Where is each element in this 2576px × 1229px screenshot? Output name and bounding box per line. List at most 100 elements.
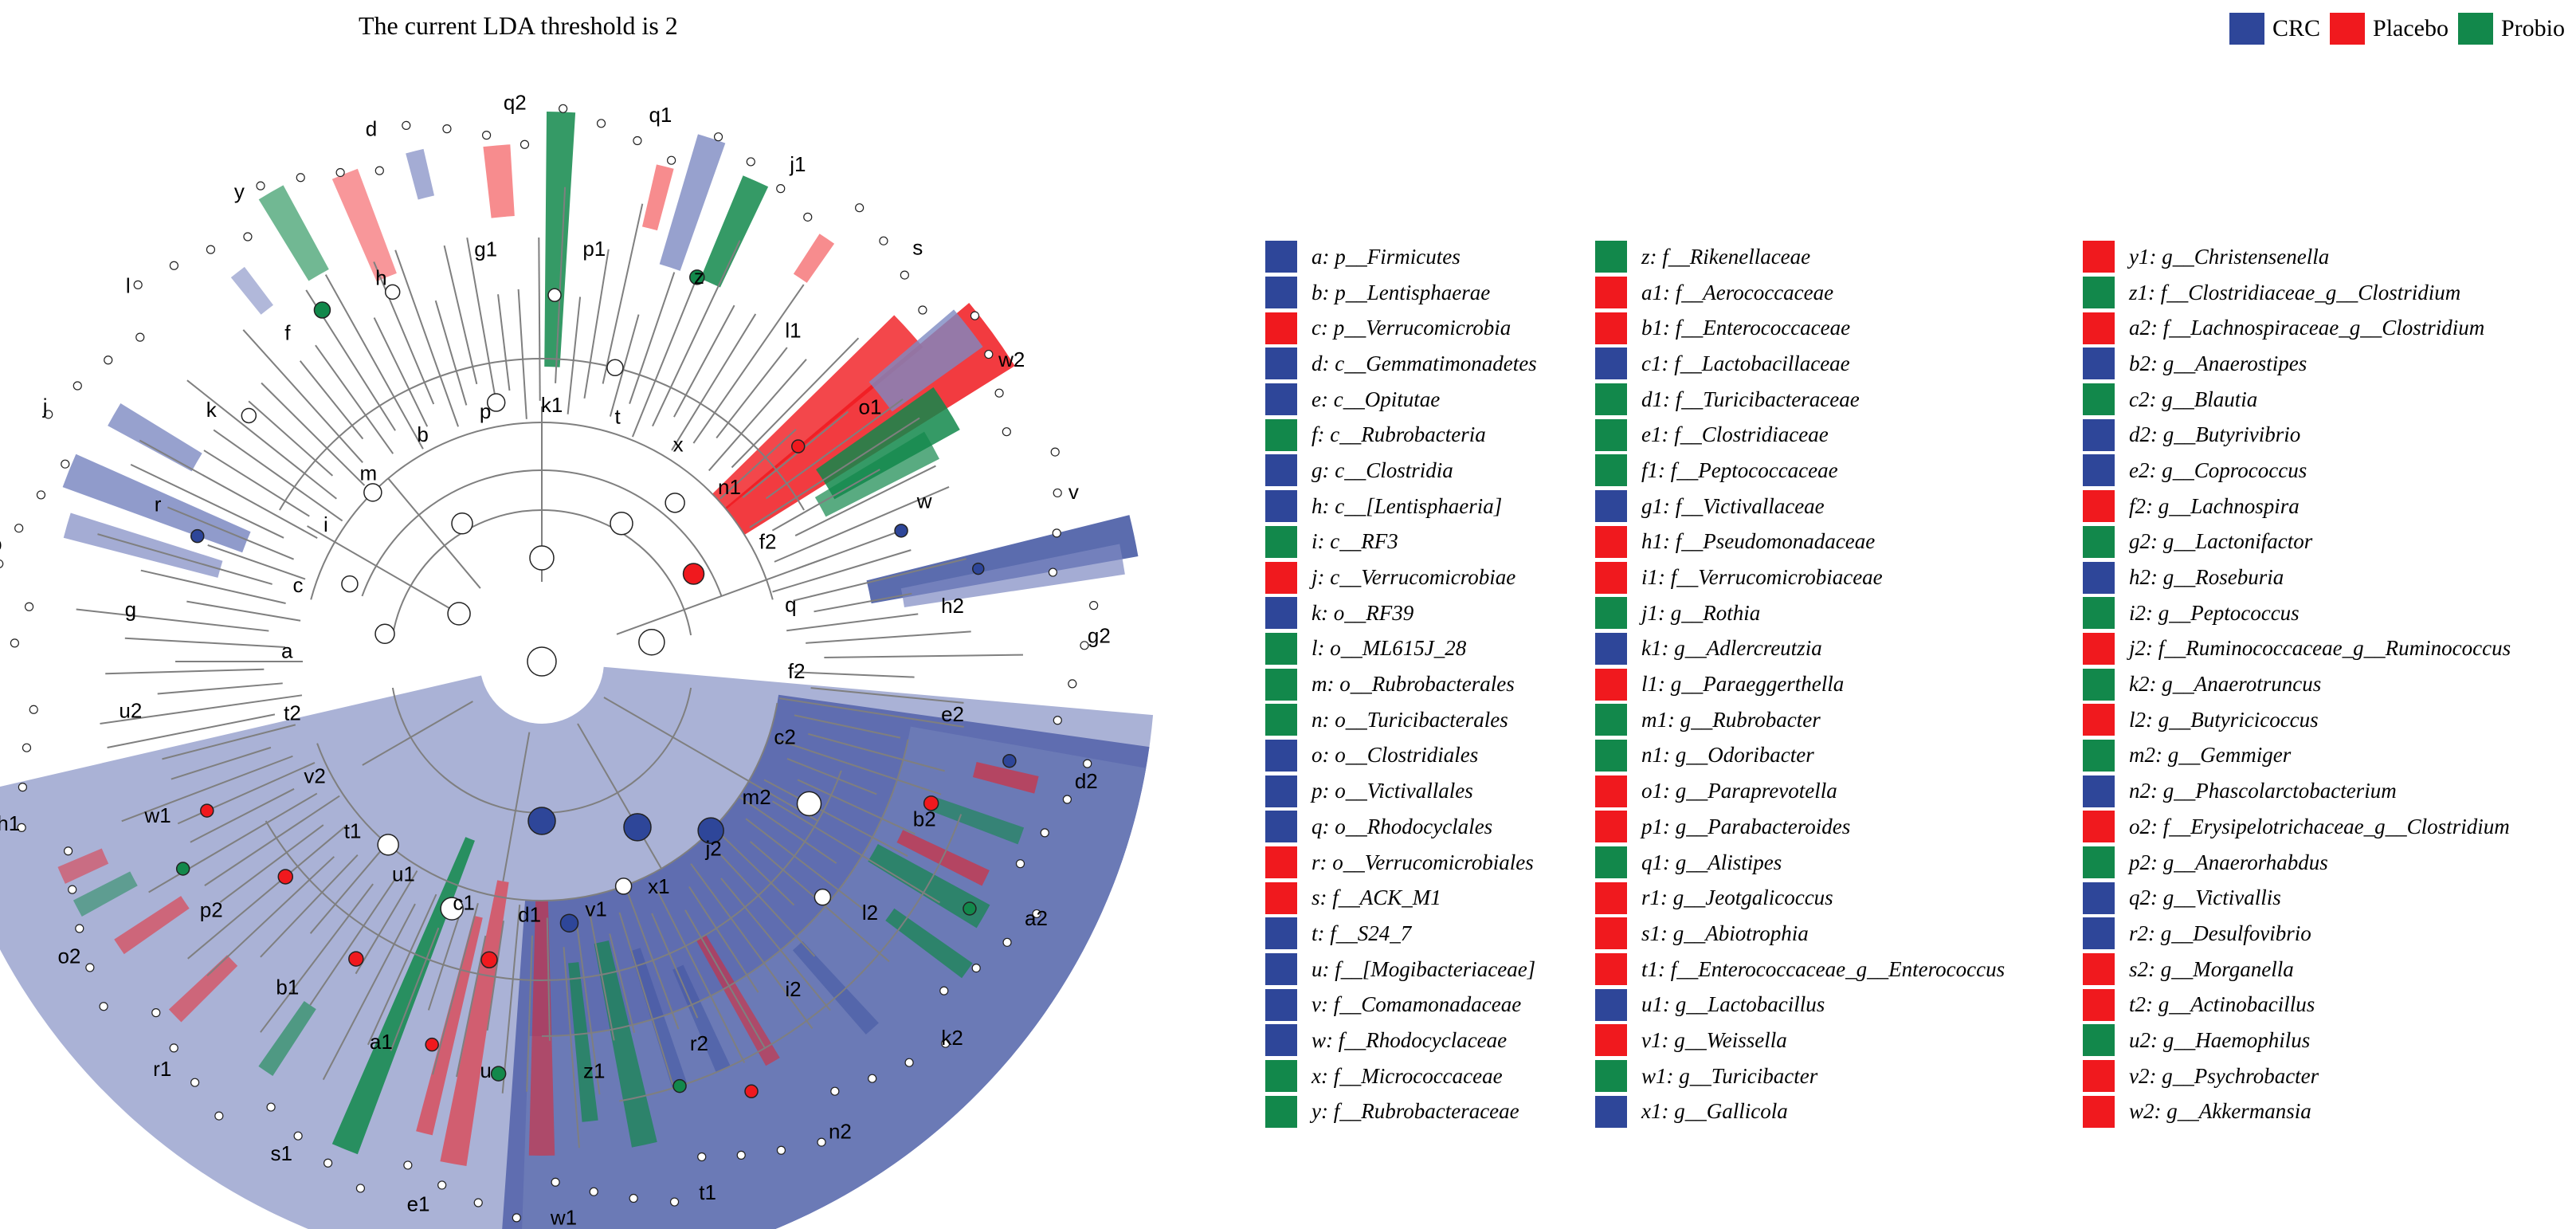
branch: [774, 738, 942, 795]
taxa-label: r1: g__Jeotgalicoccus: [1641, 885, 1833, 910]
taxa-label: b: p__Lentisphaerae: [1312, 280, 1491, 304]
taxa-label: v1: g__Weissella: [1641, 1027, 1787, 1052]
taxa-key-row: n2: g__Phascolarctobacterium: [2083, 773, 2576, 809]
taxa-key-row: r: o__Verrucomicrobiales: [1265, 845, 1595, 881]
leaf-node: [68, 885, 77, 894]
branch: [555, 187, 567, 383]
branch: [76, 608, 269, 632]
taxa-key-row: i2: g__Peptococcus: [2083, 595, 2576, 631]
clade-highlight: [114, 896, 190, 955]
leaf-node: [1089, 601, 1099, 611]
branch: [806, 630, 971, 644]
taxa-label: g2: g__Lactonifactor: [2129, 529, 2313, 554]
branch: [673, 304, 735, 418]
taxa-label: p2: g__Anaerorhabdus: [2129, 850, 2328, 874]
clade-node: [348, 951, 364, 967]
clade-node: [451, 512, 473, 535]
clade-highlight: [868, 309, 983, 412]
taxa-color-swatch: [1595, 953, 1627, 986]
taxa-label: b1: f__Enterococcaceae: [1641, 316, 1851, 340]
clade-label: r2: [690, 1031, 708, 1055]
leaf-node: [1002, 937, 1012, 947]
clade-label: d1: [518, 903, 541, 927]
clade-label: z: [694, 265, 704, 289]
clade-highlight: [659, 134, 726, 271]
clade-label: u1: [392, 862, 415, 886]
taxa-label: j1: g__Rothia: [1641, 600, 1761, 625]
taxa-key-row: m1: g__Rubrobacter: [1595, 702, 2083, 738]
taxa-color-swatch: [1265, 525, 1297, 558]
clade-node: [363, 483, 382, 502]
leaf-node: [803, 212, 813, 222]
leaf-node: [697, 1152, 707, 1162]
taxa-color-swatch: [2083, 953, 2115, 986]
leaf-node: [402, 120, 411, 130]
taxa-color-swatch: [2083, 241, 2115, 273]
taxa-color-swatch: [2083, 988, 2115, 1021]
taxa-color-swatch: [2083, 668, 2115, 701]
clade-label: x: [673, 433, 684, 457]
branch: [794, 465, 936, 536]
clade-label: e2: [941, 702, 964, 726]
clade-node: [175, 862, 190, 876]
clade-node: [697, 817, 724, 844]
branch: [140, 569, 286, 604]
taxa-label: f1: f__Peptococcaceae: [1641, 457, 1838, 482]
leaf-node: [629, 1193, 638, 1203]
taxa-label: o2: f__Erysipelotrichaceae_g__Clostridiu…: [2129, 814, 2510, 838]
cladogram: a g o c r j i k l m f y b h d p g1 q2 k1 p1 q1 t z j1 x l1 s n1 o1 w2…: [0, 91, 1154, 1229]
branch: [567, 296, 582, 414]
taxa-key-row: o2: f__Erysipelotrichaceae_g__Clostridiu…: [2083, 809, 2576, 845]
leaf-node: [481, 131, 492, 140]
taxa-label: f2: g__Lachnospira: [2129, 493, 2300, 518]
clade-node: [384, 284, 401, 300]
clade-highlight: [63, 512, 223, 578]
branch: [171, 746, 272, 780]
leaf-node: [520, 139, 530, 149]
clade-label: b1: [276, 975, 299, 999]
clade-label: p2: [200, 898, 223, 922]
clade-node: [623, 813, 652, 842]
taxa-key-row: h: c__[Lentisphaeria]: [1265, 489, 1595, 524]
branch: [629, 272, 676, 404]
taxa-label: t1: f__Enterococcaceae_g__Enterococcus: [1641, 956, 2006, 981]
leaf-node: [971, 963, 981, 973]
branch: [124, 637, 286, 649]
taxa-label: n2: g__Phascolarctobacterium: [2129, 779, 2397, 803]
leaf-node: [73, 381, 82, 391]
cladogram-nodes: [0, 104, 1099, 1223]
branch: [810, 687, 964, 704]
taxa-color-swatch: [1595, 1095, 1627, 1128]
taxa-color-swatch: [1265, 383, 1297, 416]
branch: [631, 277, 698, 438]
clade-label: r1: [153, 1057, 171, 1081]
clade-label: v: [1068, 480, 1079, 504]
clade-node: [313, 301, 331, 319]
leaf-node: [44, 410, 53, 419]
clade-label: t1: [699, 1180, 716, 1204]
clade-label: i: [323, 512, 328, 536]
leaf-node: [596, 119, 606, 128]
branch: [786, 757, 877, 795]
clade-label: h2: [941, 594, 964, 618]
leaf-node: [99, 1002, 108, 1011]
leaf-node: [293, 1131, 303, 1141]
clade-label: a: [281, 639, 293, 663]
clade-label: h: [375, 266, 386, 290]
clade-label: w1: [550, 1205, 577, 1229]
branch: [322, 903, 416, 1081]
taxa-key-row: l: o__ML615J_28: [1265, 631, 1595, 667]
branch: [652, 240, 741, 427]
taxa-label: c2: g__Blautia: [2129, 387, 2258, 411]
taxa-label: y1: g__Christensenella: [2129, 244, 2330, 269]
clade-node: [480, 951, 498, 968]
taxa-label: g: c__Clostridia: [1312, 457, 1453, 482]
taxa-color-swatch: [1265, 241, 1297, 273]
leaf-node: [776, 184, 786, 194]
branch: [763, 779, 908, 858]
branch: [130, 463, 284, 539]
taxa-key-row: a: p__Firmicutes: [1265, 239, 1595, 275]
branch: [486, 921, 504, 1031]
clade-node: [610, 512, 633, 536]
taxa-label: m2: g__Gemmiger: [2129, 743, 2292, 768]
